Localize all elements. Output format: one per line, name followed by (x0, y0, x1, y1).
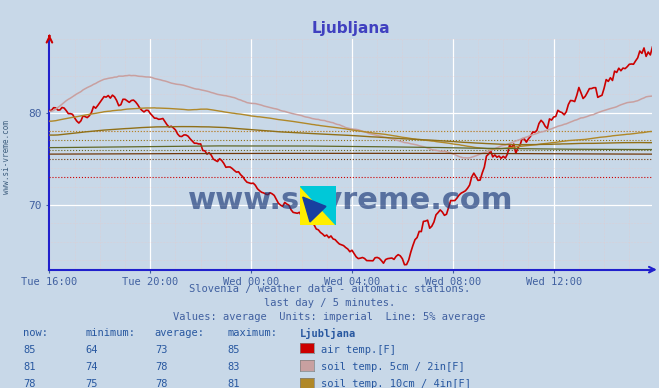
Text: Values: average  Units: imperial  Line: 5% average: Values: average Units: imperial Line: 5%… (173, 312, 486, 322)
Text: Ljubljana: Ljubljana (300, 328, 356, 339)
Text: 75: 75 (86, 379, 98, 388)
Text: minimum:: minimum: (86, 328, 136, 338)
Text: www.si-vreme.com: www.si-vreme.com (2, 120, 11, 194)
Text: maximum:: maximum: (227, 328, 277, 338)
Text: now:: now: (23, 328, 48, 338)
Polygon shape (302, 197, 326, 222)
Text: last day / 5 minutes.: last day / 5 minutes. (264, 298, 395, 308)
Text: soil temp. 5cm / 2in[F]: soil temp. 5cm / 2in[F] (321, 362, 465, 372)
Text: 73: 73 (155, 345, 167, 355)
Text: 85: 85 (23, 345, 36, 355)
Text: soil temp. 10cm / 4in[F]: soil temp. 10cm / 4in[F] (321, 379, 471, 388)
Text: www.si-vreme.com: www.si-vreme.com (188, 186, 513, 215)
Text: 78: 78 (23, 379, 36, 388)
Text: 81: 81 (227, 379, 240, 388)
Text: 83: 83 (227, 362, 240, 372)
Text: Slovenia / weather data - automatic stations.: Slovenia / weather data - automatic stat… (189, 284, 470, 294)
Polygon shape (300, 186, 336, 225)
Text: air temp.[F]: air temp.[F] (321, 345, 396, 355)
Text: 64: 64 (86, 345, 98, 355)
Text: 78: 78 (155, 362, 167, 372)
Polygon shape (300, 186, 336, 225)
Text: average:: average: (155, 328, 205, 338)
Text: 81: 81 (23, 362, 36, 372)
Text: 78: 78 (155, 379, 167, 388)
Text: 85: 85 (227, 345, 240, 355)
Text: 74: 74 (86, 362, 98, 372)
Title: Ljubljana: Ljubljana (312, 21, 390, 36)
